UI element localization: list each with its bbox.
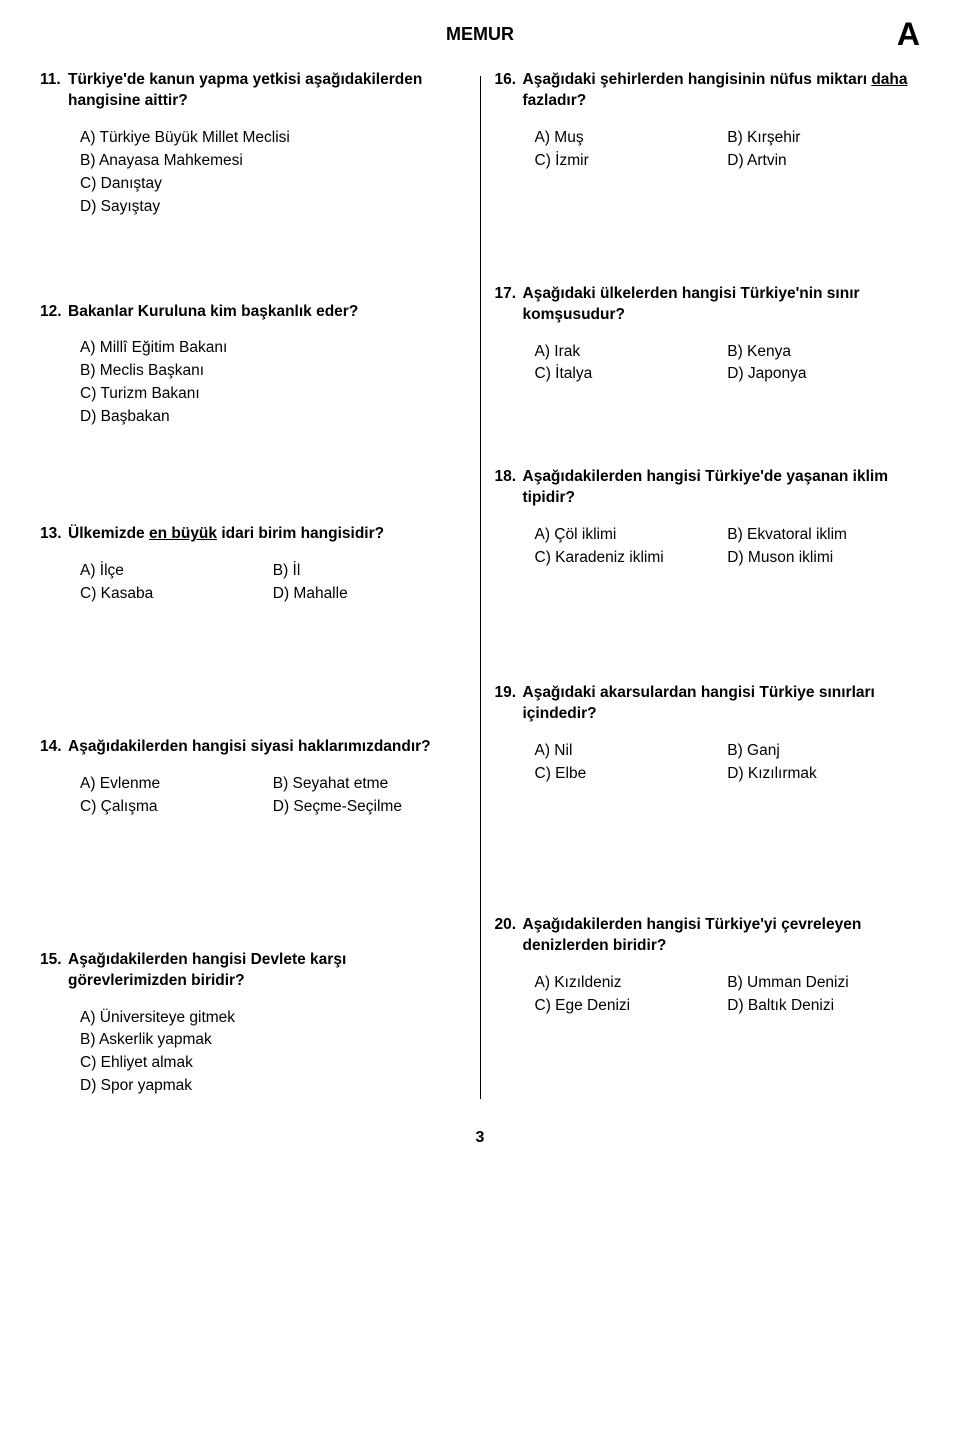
option: D) Baltık Denizi (727, 996, 920, 1017)
question-text: Aşağıdaki ülkelerden hangisi Türkiye'nin… (523, 284, 921, 326)
question-head: 16.Aşağıdaki şehirlerden hangisinin nüfu… (495, 70, 921, 112)
option: A) Kızıldeniz (535, 973, 728, 994)
question-number: 19. (495, 683, 523, 725)
question: 18.Aşağıdakilerden hangisi Türkiye'de ya… (495, 467, 921, 571)
option: A) Türkiye Büyük Millet Meclisi (80, 128, 466, 149)
question-number: 13. (40, 524, 68, 545)
exam-page: MEMUR A 11.Türkiye'de kanun yapma yetkis… (0, 0, 960, 1177)
columns-container: 11.Türkiye'de kanun yapma yetkisi aşağıd… (40, 70, 920, 1099)
question: 13.Ülkemizde en büyük idari birim hangis… (40, 524, 466, 607)
question-text: Aşağıdakilerden hangisi Türkiye'de yaşan… (523, 467, 921, 509)
question-text: Türkiye'de kanun yapma yetkisi aşağıdaki… (68, 70, 466, 112)
option: D) Seçme-Seçilme (273, 797, 466, 818)
question: 19.Aşağıdaki akarsulardan hangisi Türkiy… (495, 683, 921, 787)
option: D) Başbakan (80, 407, 466, 428)
option: B) Ekvatoral iklim (727, 525, 920, 546)
option: C) İtalya (535, 364, 728, 385)
question-number: 20. (495, 915, 523, 957)
option: A) Üniversiteye gitmek (80, 1008, 466, 1029)
options: A) Üniversiteye gitmekB) Askerlik yapmak… (40, 1008, 466, 1098)
question-number: 16. (495, 70, 523, 112)
option: A) Nil (535, 741, 728, 762)
option: C) Danıştay (80, 174, 466, 195)
question: 17.Aşağıdaki ülkelerden hangisi Türkiye'… (495, 284, 921, 388)
option: A) Muş (535, 128, 728, 149)
question-number: 17. (495, 284, 523, 326)
question-head: 13.Ülkemizde en büyük idari birim hangis… (40, 524, 466, 545)
question: 20.Aşağıdakilerden hangisi Türkiye'yi çe… (495, 915, 921, 1019)
option: B) Ganj (727, 741, 920, 762)
option: D) Artvin (727, 151, 920, 172)
option: A) Evlenme (80, 774, 273, 795)
page-number: 3 (40, 1129, 920, 1147)
option: C) Kasaba (80, 584, 273, 605)
header-letter: A (897, 16, 920, 53)
option: C) Elbe (535, 764, 728, 785)
question-number: 12. (40, 302, 68, 323)
option: D) Muson iklimi (727, 548, 920, 569)
option: B) Seyahat etme (273, 774, 466, 795)
options: A) KızıldenizB) Umman DeniziC) Ege Deniz… (495, 973, 921, 1019)
header-title: MEMUR (40, 20, 920, 45)
option: A) Irak (535, 342, 728, 363)
option: C) Ege Denizi (535, 996, 728, 1017)
question-text: Aşağıdaki şehirlerden hangisinin nüfus m… (523, 70, 921, 112)
question-head: 14.Aşağıdakilerden hangisi siyasi haklar… (40, 737, 466, 758)
question-head: 11.Türkiye'de kanun yapma yetkisi aşağıd… (40, 70, 466, 112)
option: B) İl (273, 561, 466, 582)
option: B) Kırşehir (727, 128, 920, 149)
question-head: 12.Bakanlar Kuruluna kim başkanlık eder? (40, 302, 466, 323)
option: D) Spor yapmak (80, 1076, 466, 1097)
option: B) Umman Denizi (727, 973, 920, 994)
question: 16.Aşağıdaki şehirlerden hangisinin nüfu… (495, 70, 921, 174)
option: B) Anayasa Mahkemesi (80, 151, 466, 172)
question-number: 15. (40, 950, 68, 992)
question-text: Aşağıdakilerden hangisi Devlete karşı gö… (68, 950, 466, 992)
option: A) Çöl iklimi (535, 525, 728, 546)
question-head: 20.Aşağıdakilerden hangisi Türkiye'yi çe… (495, 915, 921, 957)
option: C) İzmir (535, 151, 728, 172)
left-column: 11.Türkiye'de kanun yapma yetkisi aşağıd… (40, 70, 480, 1099)
question: 11.Türkiye'de kanun yapma yetkisi aşağıd… (40, 70, 466, 218)
question-text: Aşağıdakilerden hangisi Türkiye'yi çevre… (523, 915, 921, 957)
options: A) EvlenmeB) Seyahat etmeC) ÇalışmaD) Se… (40, 774, 466, 820)
option: D) Mahalle (273, 584, 466, 605)
option: D) Japonya (727, 364, 920, 385)
question: 15.Aşağıdakilerden hangisi Devlete karşı… (40, 950, 466, 1098)
option: B) Askerlik yapmak (80, 1030, 466, 1051)
option: C) Karadeniz iklimi (535, 548, 728, 569)
question-text: Bakanlar Kuruluna kim başkanlık eder? (68, 302, 466, 323)
option: A) Millî Eğitim Bakanı (80, 338, 466, 359)
option: D) Sayıştay (80, 197, 466, 218)
question: 12.Bakanlar Kuruluna kim başkanlık eder?… (40, 302, 466, 429)
question-head: 18.Aşağıdakilerden hangisi Türkiye'de ya… (495, 467, 921, 509)
question-text: Aşağıdakilerden hangisi siyasi haklarımı… (68, 737, 466, 758)
options: A) IrakB) KenyaC) İtalyaD) Japonya (495, 342, 921, 388)
option: B) Meclis Başkanı (80, 361, 466, 382)
option: B) Kenya (727, 342, 920, 363)
option: C) Çalışma (80, 797, 273, 818)
options: A) Çöl iklimiB) Ekvatoral iklimC) Karade… (495, 525, 921, 571)
question-head: 19.Aşağıdaki akarsulardan hangisi Türkiy… (495, 683, 921, 725)
option: A) İlçe (80, 561, 273, 582)
question-number: 14. (40, 737, 68, 758)
options: A) İlçeB) İlC) KasabaD) Mahalle (40, 561, 466, 607)
question-text: Ülkemizde en büyük idari birim hangisidi… (68, 524, 466, 545)
question-head: 17.Aşağıdaki ülkelerden hangisi Türkiye'… (495, 284, 921, 326)
question-number: 18. (495, 467, 523, 509)
question-number: 11. (40, 70, 68, 112)
option: C) Turizm Bakanı (80, 384, 466, 405)
right-column: 16.Aşağıdaki şehirlerden hangisinin nüfu… (481, 70, 921, 1099)
option: D) Kızılırmak (727, 764, 920, 785)
question: 14.Aşağıdakilerden hangisi siyasi haklar… (40, 737, 466, 820)
options: A) Türkiye Büyük Millet MeclisiB) Anayas… (40, 128, 466, 218)
options: A) NilB) GanjC) ElbeD) Kızılırmak (495, 741, 921, 787)
options: A) MuşB) KırşehirC) İzmirD) Artvin (495, 128, 921, 174)
options: A) Millî Eğitim BakanıB) Meclis BaşkanıC… (40, 338, 466, 428)
question-text: Aşağıdaki akarsulardan hangisi Türkiye s… (523, 683, 921, 725)
question-head: 15.Aşağıdakilerden hangisi Devlete karşı… (40, 950, 466, 992)
page-header: MEMUR A (40, 20, 920, 60)
option: C) Ehliyet almak (80, 1053, 466, 1074)
